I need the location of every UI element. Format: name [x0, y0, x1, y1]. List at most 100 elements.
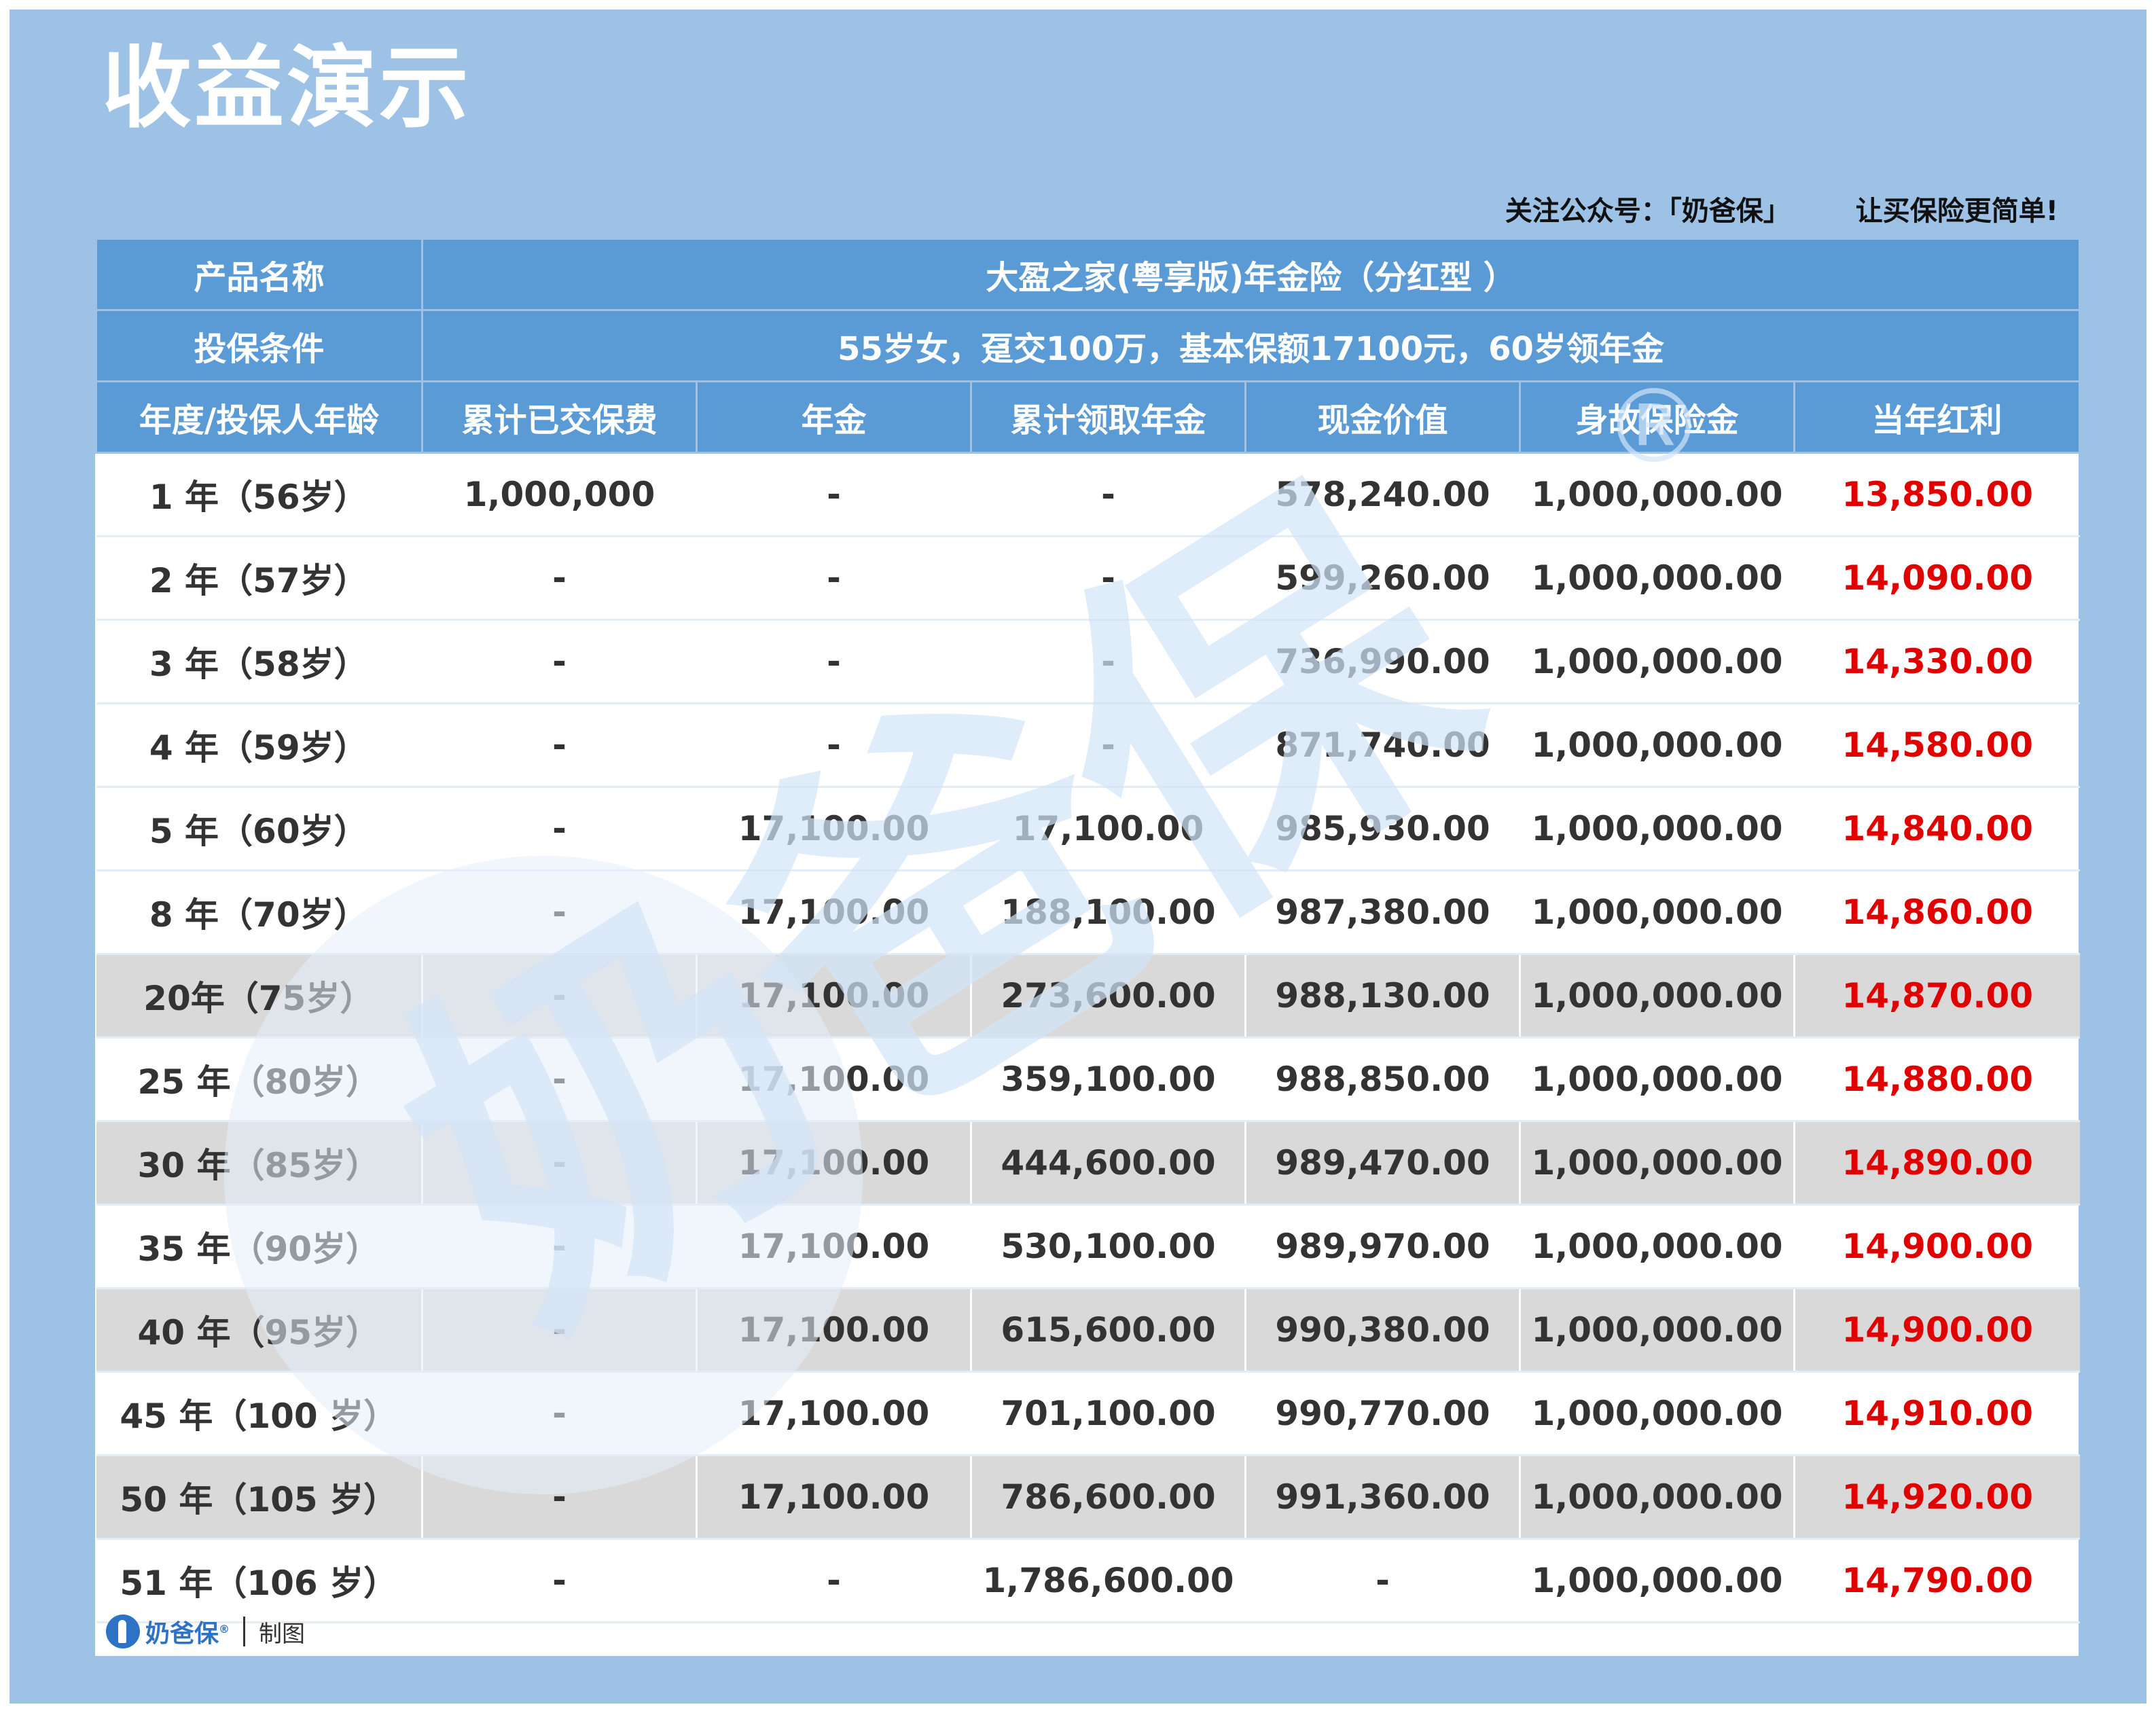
page-title: 收益演示: [102, 36, 471, 141]
table-row: 2 年（57岁） - - -599,260.00 1,000,000.00 14,090.…: [96, 536, 2080, 621]
value-cell: -: [421, 1288, 697, 1373]
value-cell: 17,100.00: [696, 1288, 971, 1373]
column-header: 身故保险金: [1519, 380, 1795, 454]
table-row: 8 年（70岁） -17,100.00 188,100.00 987,380.00 1,…: [96, 870, 2080, 955]
footer-brand-mark: ®: [219, 1623, 230, 1636]
value-cell: 444,600.00: [970, 1121, 1246, 1206]
column-header: 累计已交保费: [421, 380, 698, 454]
value-cell: -: [421, 1121, 697, 1206]
value-cell: 701,100.00: [970, 1371, 1246, 1456]
column-header: 当年红利: [1793, 380, 2081, 454]
year-age-cell: 45 年（100 岁）: [96, 1371, 423, 1456]
value-cell: 736,990.00: [1244, 619, 1520, 704]
tagline-follow: 关注公众号：「奶爸保」: [1505, 196, 1791, 227]
table-row: 4 年（59岁） - - -871,740.00 1,000,000.00 14,580.…: [96, 703, 2080, 788]
column-header: 现金价值: [1244, 380, 1521, 454]
value-cell: -: [970, 619, 1246, 704]
table-row: 45 年（100 岁） -17,100.00 701,100.00 990,770.0…: [96, 1371, 2080, 1456]
condition-row: 投保条件 55岁女，趸交100万，基本保额17100元，60岁领年金: [95, 309, 2081, 382]
table-row: 1 年（56岁） 1,000,000- -578,240.00 1,000,000.0…: [96, 452, 2080, 537]
table-row: 30 年（85岁） -17,100.00 444,600.00 989,470.00 1…: [96, 1121, 2080, 1206]
value-cell: -: [421, 954, 697, 1039]
year-age-cell: 5 年（60岁）: [96, 787, 423, 871]
value-cell: 985,930.00: [1244, 787, 1520, 871]
value-cell: 17,100.00: [696, 1371, 971, 1456]
value-cell: -: [970, 452, 1246, 537]
table-row: 50 年（105 岁） -17,100.00 786,600.00 991,360.0…: [96, 1455, 2080, 1540]
value-cell: 273,600.00: [970, 954, 1246, 1039]
product-name: 大盈之家(粤享版)年金险（分红型 ）: [420, 238, 2081, 311]
year-age-cell: 25 年（80岁）: [96, 1037, 423, 1122]
value-cell: -: [1244, 1538, 1520, 1623]
value-cell: 17,100.00: [696, 1455, 971, 1540]
value-cell: -: [696, 1538, 971, 1623]
value-cell: -: [421, 703, 697, 788]
value-cell: -: [421, 619, 697, 704]
value-cell: 1,000,000.00: [1519, 787, 1795, 871]
value-cell: 1,000,000.00: [1519, 1121, 1795, 1206]
value-cell: 1,000,000.00: [1519, 619, 1795, 704]
bonus-cell: 14,330.00: [1793, 619, 2080, 704]
tagline: 关注公众号：「奶爸保」 让买保险更简单!: [1505, 189, 2058, 228]
brand-logo-icon: [106, 1615, 140, 1648]
value-cell: -: [970, 536, 1246, 621]
value-cell: 578,240.00: [1244, 452, 1520, 537]
value-cell: 786,600.00: [970, 1455, 1246, 1540]
year-age-cell: 20年（75岁）: [96, 954, 423, 1039]
value-cell: 1,786,600.00: [970, 1538, 1246, 1623]
year-age-cell: 1 年（56岁）: [96, 452, 423, 537]
benefit-sheet: 产品名称 大盈之家(粤享版)年金险（分红型 ） 投保条件 55岁女，趸交100万…: [95, 238, 2081, 1656]
value-cell: 188,100.00: [970, 870, 1246, 955]
value-cell: 599,260.00: [1244, 536, 1520, 621]
value-cell: 17,100.00: [696, 870, 971, 955]
value-cell: 988,850.00: [1244, 1037, 1520, 1122]
value-cell: -: [421, 1204, 697, 1289]
value-cell: 990,380.00: [1244, 1288, 1520, 1373]
footer-divider: [243, 1617, 246, 1646]
year-age-cell: 30 年（85岁）: [96, 1121, 423, 1206]
year-age-cell: 50 年（105 岁）: [96, 1455, 423, 1540]
bonus-cell: 14,890.00: [1793, 1121, 2080, 1206]
bonus-cell: 14,910.00: [1793, 1371, 2080, 1456]
value-cell: 1,000,000.00: [1519, 1371, 1795, 1456]
value-cell: 991,360.00: [1244, 1455, 1520, 1540]
table-row: 25 年（80岁） -17,100.00 359,100.00 988,850.00 1…: [96, 1037, 2080, 1122]
bonus-cell: 14,880.00: [1793, 1037, 2080, 1122]
value-cell: -: [421, 536, 697, 621]
value-cell: 17,100.00: [696, 1121, 971, 1206]
page-background: 收益演示 关注公众号：「奶爸保」 让买保险更简单! 产品名称 大盈之家(粤享版)…: [10, 10, 2146, 1703]
year-age-cell: 40 年（95岁）: [96, 1288, 423, 1373]
value-cell: -: [696, 619, 971, 704]
column-header: 年金: [696, 380, 972, 454]
year-age-cell: 4 年（59岁）: [96, 703, 423, 788]
value-cell: 17,100.00: [970, 787, 1246, 871]
value-cell: -: [970, 703, 1246, 788]
condition-label: 投保条件: [95, 309, 423, 382]
value-cell: 17,100.00: [696, 1037, 971, 1122]
value-cell: -: [421, 1455, 697, 1540]
bonus-cell: 14,860.00: [1793, 870, 2080, 955]
value-cell: -: [421, 1371, 697, 1456]
tagline-slogan: 让买保险更简单!: [1855, 196, 2058, 227]
value-cell: 359,100.00: [970, 1037, 1246, 1122]
value-cell: 990,770.00: [1244, 1371, 1520, 1456]
column-header: 年度/投保人年龄: [95, 380, 423, 454]
bonus-cell: 14,900.00: [1793, 1204, 2080, 1289]
value-cell: -: [696, 452, 971, 537]
year-age-cell: 8 年（70岁）: [96, 870, 423, 955]
column-header: 累计领取年金: [970, 380, 1246, 454]
value-cell: 1,000,000.00: [1519, 536, 1795, 621]
value-cell: 988,130.00: [1244, 954, 1520, 1039]
value-cell: -: [421, 787, 697, 871]
value-cell: -: [421, 1037, 697, 1122]
bonus-cell: 14,920.00: [1793, 1455, 2080, 1540]
product-label: 产品名称: [95, 238, 423, 311]
bonus-cell: 14,580.00: [1793, 703, 2080, 788]
benefit-table: 产品名称 大盈之家(粤享版)年金险（分红型 ） 投保条件 55岁女，趸交100万…: [95, 238, 2081, 1623]
value-cell: 530,100.00: [970, 1204, 1246, 1289]
value-cell: -: [421, 870, 697, 955]
value-cell: 1,000,000.00: [1519, 954, 1795, 1039]
value-cell: 1,000,000.00: [1519, 1538, 1795, 1623]
bonus-cell: 14,870.00: [1793, 954, 2080, 1039]
year-age-cell: 2 年（57岁）: [96, 536, 423, 621]
